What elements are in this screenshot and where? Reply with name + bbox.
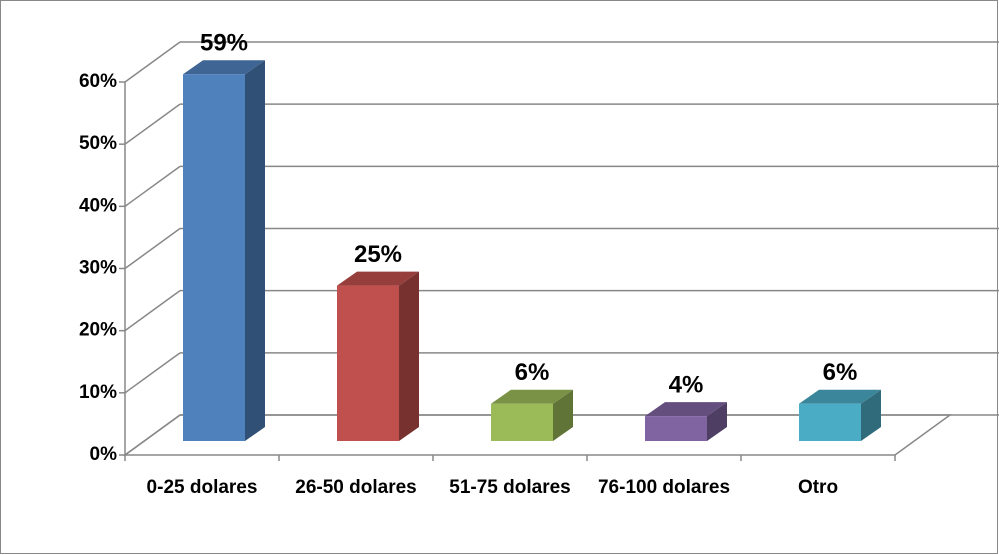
data-label: 25% [354, 241, 402, 268]
bar [799, 403, 861, 441]
grid-diagonal [124, 414, 181, 456]
bar-top [183, 60, 265, 75]
bar-side [553, 389, 573, 441]
x-tick-label: Otro [797, 477, 839, 498]
bar-side [245, 60, 265, 441]
bar-top [645, 402, 727, 417]
data-label: 6% [515, 359, 550, 386]
bar-top [799, 389, 881, 404]
x-tick-label: 26-50 dolares [295, 477, 417, 498]
y-tick-label: 60% [79, 71, 117, 92]
grid-diagonal [124, 165, 181, 207]
bar [491, 403, 553, 441]
bar [337, 285, 399, 441]
bar-top [337, 271, 419, 286]
data-label: 4% [669, 371, 704, 398]
bar-side [399, 271, 419, 441]
grid-diagonal [124, 227, 181, 270]
grid-diagonal [124, 290, 181, 332]
x-tick-label: 51-75 dolares [449, 477, 571, 498]
grid-diagonal [124, 103, 181, 145]
data-label: 6% [823, 359, 858, 386]
bar-side [861, 389, 881, 441]
x-tick-label: 76-100 dolares [597, 477, 731, 498]
y-tick-label: 40% [79, 195, 117, 216]
y-tick-label: 20% [79, 320, 117, 341]
x-tick-label: 0-25 dolares [146, 477, 258, 498]
grid-diagonal [124, 41, 181, 83]
bar-top [491, 389, 573, 404]
bar-side [707, 402, 727, 441]
bar [183, 74, 245, 441]
data-label: 59% [200, 30, 248, 57]
y-tick-label: 10% [79, 382, 117, 403]
y-tick-label: 50% [79, 133, 117, 154]
grid-diagonal [124, 352, 181, 394]
y-tick-label: 30% [79, 258, 117, 279]
bar [645, 416, 707, 441]
y-tick-label: 0% [90, 444, 118, 465]
